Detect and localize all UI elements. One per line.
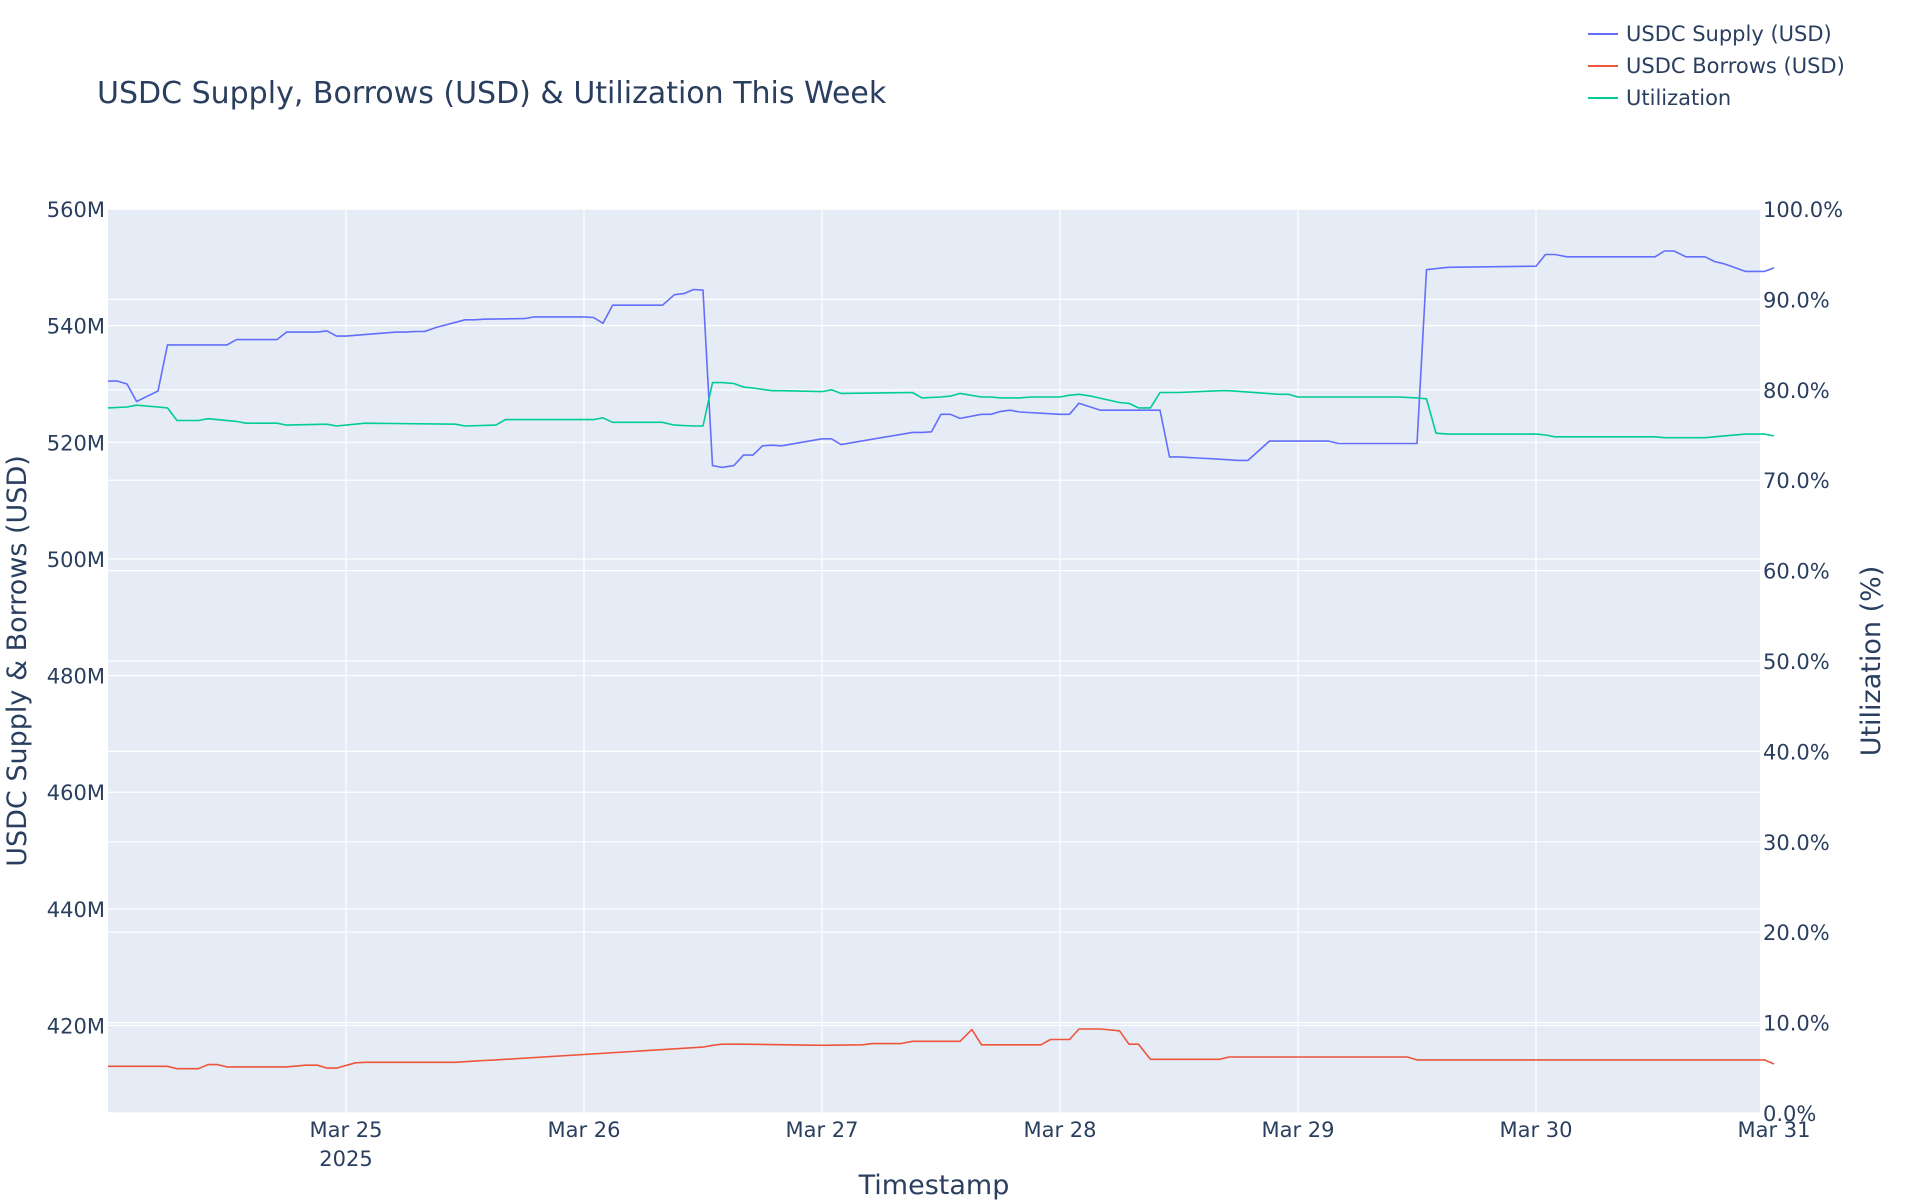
grid-lines [108,208,1775,1114]
y-tick-label: 480M [47,665,105,689]
series-line-2 [107,381,1775,439]
y2-tick-label: 0.0% [1763,1102,1816,1126]
y-tick-label: 560M [47,198,105,222]
y-tick-label: 540M [47,315,105,339]
x-axis-label: Timestamp [858,1170,1010,1200]
y-tick-label: 420M [47,1015,105,1039]
legend-item-supply[interactable]: USDC Supply (USD) [1588,18,1845,50]
y2-axis-label: Utilization (%) [1856,566,1887,757]
y2-tick-label: 70.0% [1763,469,1830,493]
y-tick-label: 520M [47,431,105,455]
y-axis-label: USDC Supply & Borrows (USD) [2,455,33,867]
legend-item-utilization[interactable]: Utilization [1588,82,1845,114]
y-tick-label: 460M [47,781,105,805]
legend-swatch-supply [1588,33,1618,35]
y2-tick-label: 30.0% [1763,831,1830,855]
y2-tick-label: 40.0% [1763,740,1830,764]
x-tick-label: Mar 27 [785,1118,858,1142]
x-tick-label: Mar 28 [1023,1118,1096,1142]
chart-title: USDC Supply, Borrows (USD) & Utilization… [97,76,887,111]
y2-tick-label: 50.0% [1763,650,1830,674]
y2-tick-label: 20.0% [1763,921,1830,945]
x-tick-label: Mar 25 [309,1118,382,1142]
legend-swatch-utilization [1588,97,1618,99]
series-line-0 [108,250,1775,469]
y2-tick-label: 100.0% [1763,198,1843,222]
x-tick-label: Mar 29 [1261,1118,1334,1142]
x-tick-label: Mar 31 [1737,1118,1810,1142]
y2-tick-label: 10.0% [1763,1012,1830,1036]
legend-label-supply: USDC Supply (USD) [1626,22,1832,46]
x-tick-label: Mar 30 [1499,1118,1572,1142]
x-tick-label: Mar 26 [547,1118,620,1142]
series-lines [107,250,1775,1070]
axes: 420M 440M 460M 480M 500M 520M 540M 560M 0.0% 10.0… [47,198,1843,1171]
y2-tick-label: 80.0% [1763,379,1830,403]
y-tick-label: 500M [47,548,105,572]
legend-swatch-borrows [1588,65,1618,67]
y-tick-label: 440M [47,898,105,922]
y2-tick-label: 90.0% [1763,288,1830,312]
series-line-1 [108,1028,1775,1070]
x-tick-year-label: 2025 [319,1147,372,1171]
legend-label-utilization: Utilization [1626,86,1732,110]
legend-item-borrows[interactable]: USDC Borrows (USD) [1588,50,1845,82]
legend: USDC Supply (USD) USDC Borrows (USD) Uti… [1588,18,1845,114]
y2-tick-label: 60.0% [1763,560,1830,584]
legend-label-borrows: USDC Borrows (USD) [1626,54,1845,78]
